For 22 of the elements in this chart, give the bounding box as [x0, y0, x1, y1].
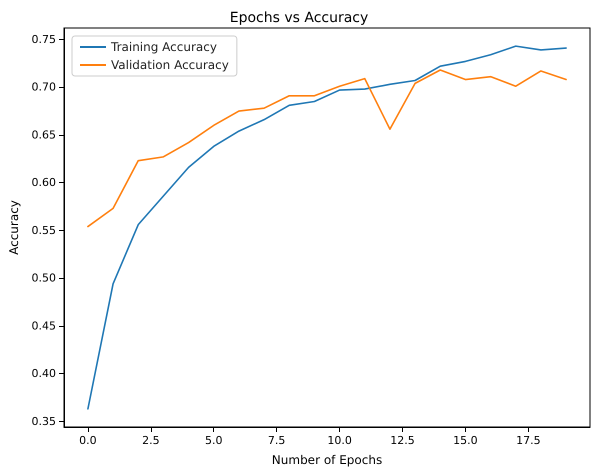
chart-title: Epochs vs Accuracy — [230, 10, 368, 26]
y-tick-label: 0.70 — [32, 80, 56, 94]
legend-label: Training Accuracy — [110, 40, 217, 54]
y-tick-label: 0.45 — [32, 319, 56, 332]
x-tick-label: 2.5 — [142, 434, 160, 447]
legend-label: Validation Accuracy — [111, 58, 229, 72]
y-tick-label: 0.55 — [32, 224, 56, 237]
x-tick-label: 15.0 — [453, 434, 478, 447]
x-tick-label: 0.0 — [79, 434, 97, 447]
y-tick-label: 0.60 — [32, 176, 56, 190]
y-axis-title: Accuracy — [7, 200, 21, 255]
x-axis-title: Number of Epochs — [272, 453, 382, 467]
y-tick-label: 0.50 — [32, 272, 56, 285]
x-tick-label: 12.5 — [390, 434, 415, 447]
x-tick-label: 7.5 — [268, 434, 286, 447]
x-tick-label: 5.0 — [204, 434, 222, 447]
y-tick-label: 0.40 — [32, 367, 56, 380]
y-tick-label: 0.65 — [32, 128, 56, 142]
y-tick-label: 0.75 — [32, 32, 56, 46]
y-tick-label: 0.35 — [32, 414, 56, 428]
x-tick-label: 17.5 — [516, 434, 541, 447]
x-tick-label: 10.0 — [327, 434, 352, 447]
